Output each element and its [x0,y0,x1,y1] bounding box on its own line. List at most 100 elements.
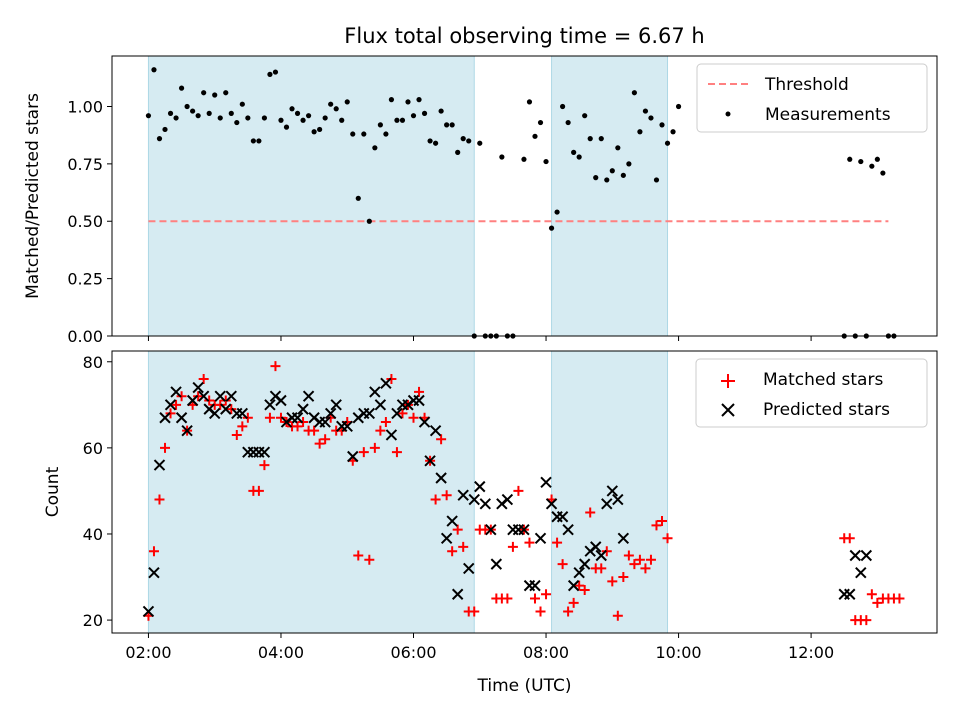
y-tick-label: 0.75 [67,155,103,174]
matched-star-point [618,572,629,583]
measurement-point [167,110,174,116]
predicted-star-point [567,579,580,592]
predicted-star-point [302,390,315,402]
measurement-point [151,67,157,73]
matched-star-point [309,425,320,436]
predicted-star-point [209,407,221,420]
y-tick-label: 0.50 [67,212,103,231]
matched-star-point [397,408,408,419]
measurement-point [675,103,682,110]
legend-predicted-swatch [721,403,735,417]
measurement-point [328,101,334,107]
matched-star-point [364,554,375,565]
measurement-point [272,69,279,75]
measurement-point [283,124,290,130]
measurement-point [609,168,615,174]
matched-star-point [154,494,165,505]
predicted-star-point [468,493,480,506]
measurement-point [305,113,312,119]
shaded-interval [147,55,475,337]
measurement-point [560,103,566,110]
measurement-point [670,129,676,135]
matched-star-point [414,386,425,397]
matched-star-point [391,447,402,458]
predicted-star-point [197,390,210,402]
bottom-plot-frame [111,350,938,634]
measurement-point [366,218,372,224]
matched-star-point [844,533,855,544]
measurement-point [383,131,389,137]
predicted-star-point [164,399,177,411]
y-tick-label: 0.25 [67,270,103,289]
matched-star-point [513,485,524,496]
measurement-point [173,115,179,121]
matched-star-point [557,559,568,570]
matched-star-point [507,541,518,552]
measurement-point [388,97,395,103]
matched-star-point [171,399,182,410]
measurement-point [228,110,234,116]
legend-predicted-label: Predicted stars [763,400,890,420]
measurement-point [195,113,201,119]
predicted-star-point [507,523,519,536]
measurement-point [653,177,660,183]
measurement-point [190,108,196,114]
measurement-point [162,126,168,133]
legend-threshold-label: Threshold [764,75,849,95]
matched-star-point [292,421,303,432]
predicted-star-point [562,523,574,536]
predicted-star-point [363,407,376,420]
matched-star-point [430,494,441,505]
predicted-star-point [606,485,619,497]
matched-star-point [574,580,585,591]
predicted-star-point [159,412,171,424]
predicted-star-point [844,588,856,600]
y-tick-label: 20 [83,611,103,630]
measurement-point [604,177,610,183]
matched-star-point [458,541,469,552]
matched-star-point [634,554,645,565]
measurement-point [156,136,163,142]
matched-star-point [353,550,364,561]
chart-title: Flux total observing time = 6.67 h [344,24,704,48]
predicted-star-point [175,412,188,424]
legend-measurements-label: Measurements [765,105,891,125]
measurement-point [427,138,433,144]
measurement-point [206,110,212,116]
predicted-star-point [192,381,204,394]
measurement-point [410,113,417,119]
measurement-point [521,156,527,162]
predicted-star-point [418,416,431,428]
measurement-point [664,140,671,146]
matched-star-point [369,442,380,453]
measurement-point [278,117,284,123]
predicted-star-point [590,541,602,553]
matched-star-point [408,412,419,423]
measurement-point [874,156,880,162]
matched-star-point [502,593,513,604]
matched-star-point [314,438,325,449]
shaded-interval [551,55,669,337]
measurement-point [582,113,588,119]
predicted-star-point [347,450,359,463]
measurement-point [333,106,339,112]
matched-star-point [612,610,623,621]
measurement-point [571,149,577,155]
measurement-point [438,108,444,114]
predicted-star-point [617,532,630,544]
predicted-star-point [479,498,492,510]
measurement-point [648,115,654,121]
matched-star-point [452,524,463,535]
predicted-star-point [545,498,558,510]
measurement-point [543,158,549,165]
measurement-point [355,195,361,201]
predicted-star-point [291,412,304,424]
matched-star-point [231,429,242,440]
predicted-star-point [380,377,392,389]
top-plot-frame [111,55,938,337]
matched-star-point [563,606,574,617]
matched-star-point [535,606,546,617]
measurement-point [565,119,571,126]
y-tick-label: 0.00 [67,327,103,346]
